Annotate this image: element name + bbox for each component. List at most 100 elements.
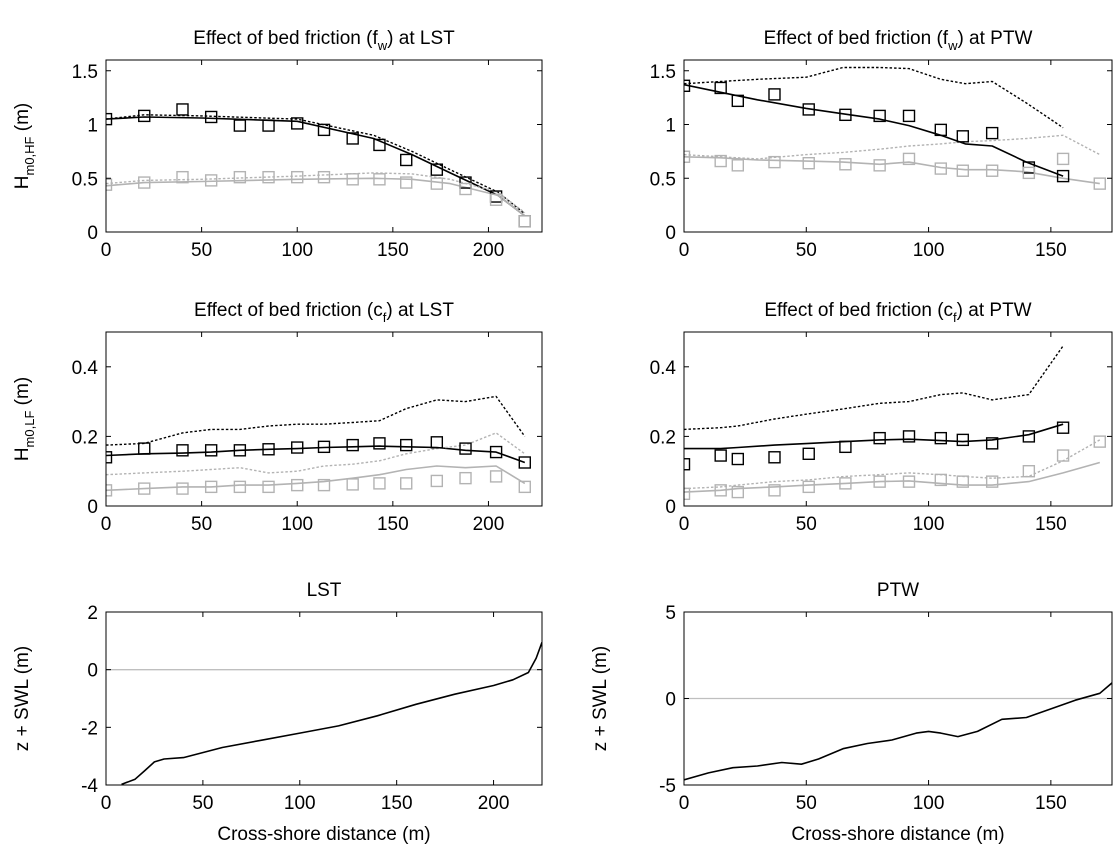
- series-line-light-solid: [106, 465, 526, 492]
- data-point-dark-markers: [956, 130, 970, 143]
- data-point-dark-markers: [373, 437, 386, 450]
- y-tick-label: 0.5: [650, 169, 676, 190]
- data-point-dark-markers: [138, 109, 151, 123]
- data-point-dark-markers: [902, 430, 916, 443]
- data-point-light-markers: [138, 176, 151, 189]
- chart-title-text: ) at PTW: [957, 300, 1032, 321]
- chart-panel-lst_hf: 0 50 100 150 200 0 0.5 1 1.5 Effect of bed fricti…: [12, 28, 543, 261]
- data-point-dark-markers: [684, 79, 691, 93]
- y-tick-label: -4: [81, 776, 98, 797]
- chart-panel-lst_lf: 0 50 100 150 200 0 0.2 0.4 Effect of bed frictio…: [12, 300, 543, 535]
- y-tick-label: 1.5: [650, 62, 676, 83]
- data-point-dark-markers: [768, 88, 781, 101]
- data-point-dark-markers: [346, 438, 359, 452]
- series-line-dark-dotted: [106, 114, 526, 215]
- data-point-light-markers: [1022, 465, 1036, 478]
- data-point-light-markers: [714, 484, 727, 497]
- y-axis-label: z + SWL (m): [12, 646, 33, 751]
- data-point-dark-markers: [873, 431, 886, 445]
- data-point-light-markers: [518, 480, 531, 494]
- x-tick-label: 0: [679, 793, 690, 814]
- data-point-dark-markers: [873, 109, 886, 123]
- chart-title-subscript: w: [947, 38, 958, 53]
- data-point-dark-markers: [291, 441, 304, 454]
- data-point-dark-markers: [956, 433, 970, 447]
- y-tick-label: -2: [81, 718, 98, 739]
- data-point-light-markers: [346, 173, 359, 186]
- axes-frame: [105, 59, 543, 233]
- y-tick-label: 0.4: [650, 358, 677, 379]
- axes-frame: [683, 331, 1113, 507]
- x-tick-label: 200: [473, 240, 505, 261]
- chart-title-text: Effect of bed friction (f: [764, 28, 949, 49]
- chart-title-text: Effect of bed friction (c: [194, 300, 383, 321]
- series-line-dark-solid: [684, 682, 1112, 781]
- data-point-light-markers: [291, 478, 304, 492]
- data-point-light-markers: [459, 182, 472, 196]
- data-point-dark-markers: [138, 442, 151, 455]
- x-tick-label: 0: [101, 793, 112, 814]
- chart-title-text: PTW: [877, 580, 919, 601]
- data-point-dark-markers: [291, 117, 304, 130]
- data-point-light-markers: [684, 487, 691, 501]
- data-point-light-markers: [138, 482, 151, 495]
- chart-title-text: ) at LST: [386, 300, 454, 321]
- x-tick-label: 150: [377, 240, 409, 261]
- data-point-light-markers: [430, 177, 444, 190]
- y-tick-label: 0.4: [72, 358, 99, 379]
- data-point-light-markers: [802, 480, 815, 494]
- x-tick-label: 150: [377, 514, 409, 535]
- data-point-light-markers: [839, 477, 852, 490]
- data-point-dark-markers: [839, 108, 852, 122]
- data-point-dark-markers: [802, 447, 815, 460]
- data-point-dark-markers: [489, 445, 503, 459]
- y-tick-label: 0.2: [72, 427, 98, 448]
- data-point-light-markers: [176, 482, 189, 495]
- x-tick-label: 200: [478, 793, 510, 814]
- data-point-dark-markers: [934, 431, 947, 445]
- data-point-dark-markers: [839, 440, 852, 454]
- data-point-light-markers: [902, 475, 916, 488]
- data-point-dark-markers: [1056, 169, 1070, 183]
- x-tick-label: 100: [284, 793, 316, 814]
- data-point-light-markers: [262, 170, 275, 184]
- data-point-light-markers: [934, 162, 947, 175]
- chart-title: Effect of bed friction (fw) at PTW: [764, 28, 1033, 53]
- data-point-dark-markers: [518, 215, 531, 228]
- chart-title-text: Effect of bed friction (f: [193, 28, 378, 49]
- x-tick-label: 50: [191, 240, 212, 261]
- data-point-light-markers: [985, 164, 999, 177]
- data-point-dark-markers: [430, 436, 444, 449]
- y-tick-label: -5: [659, 776, 676, 797]
- x-tick-label: 150: [381, 793, 413, 814]
- chart-title: PTW: [877, 580, 919, 601]
- data-point-light-markers: [839, 158, 852, 171]
- chart-panel-lst_profile: 0 50 100 150 200 -4 -2 0 2 LST z + SWL (m) Cross-sh…: [12, 580, 543, 845]
- data-point-light-markers: [714, 154, 727, 168]
- y-tick-label: 1: [87, 116, 98, 137]
- x-tick-label: 100: [913, 514, 945, 535]
- x-tick-label: 100: [913, 240, 945, 261]
- y-axis-label: Hm0,HF (m): [12, 103, 37, 190]
- series-line-dark-solid: [684, 423, 1064, 450]
- data-point-dark-markers: [1056, 421, 1070, 434]
- data-point-dark-markers: [731, 452, 745, 466]
- x-axis-label: Cross-shore distance (m): [217, 824, 430, 845]
- x-tick-label: 50: [796, 793, 817, 814]
- series-line-dark-dotted: [684, 66, 1064, 129]
- data-point-dark-markers: [262, 119, 275, 132]
- data-point-light-markers: [873, 159, 886, 172]
- data-point-light-markers: [956, 475, 970, 488]
- x-tick-label: 0: [101, 514, 112, 535]
- y-axis-label-text: z + SWL (m): [12, 646, 33, 751]
- chart-title-text: ) at LST: [387, 28, 455, 49]
- y-axis-label-text: z + SWL (m): [590, 646, 611, 751]
- data-point-light-markers: [106, 178, 113, 191]
- data-point-dark-markers: [714, 449, 727, 462]
- data-point-light-markers: [373, 173, 386, 186]
- data-point-dark-markers: [262, 443, 275, 456]
- chart-title-subscript: f: [383, 310, 387, 325]
- data-point-dark-markers: [1022, 430, 1036, 443]
- data-point-light-markers: [204, 480, 218, 494]
